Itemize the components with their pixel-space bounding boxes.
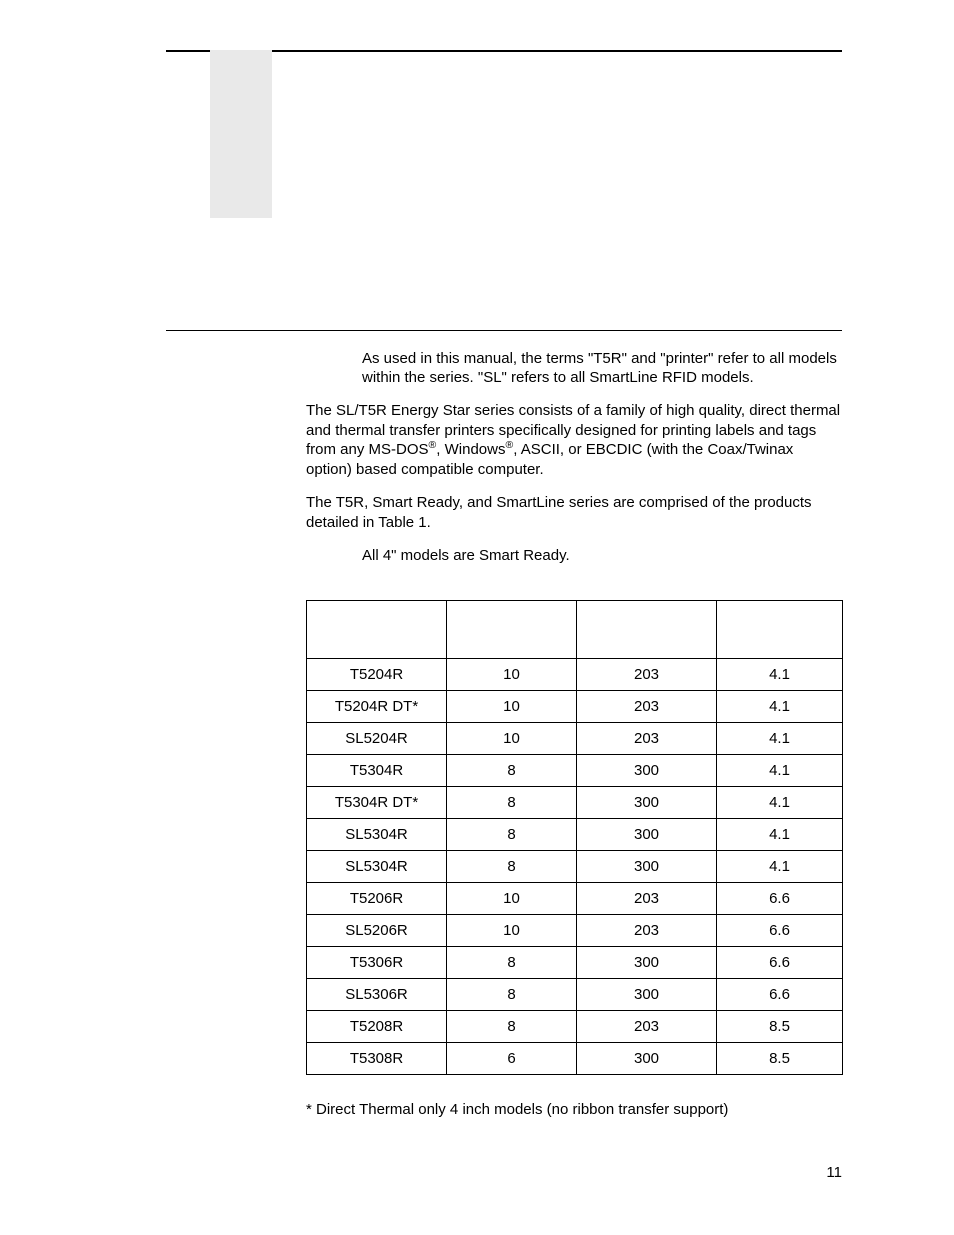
table-row: T5204R102034.1 — [307, 658, 843, 690]
table-cell: SL5206R — [307, 914, 447, 946]
section-rule — [166, 330, 842, 331]
footnote: * Direct Thermal only 4 inch models (no … — [306, 1101, 842, 1118]
table-cell: T5304R DT* — [307, 786, 447, 818]
table-body: T5204R102034.1T5204R DT*102034.1SL5204R1… — [307, 658, 843, 1074]
table-header — [577, 600, 717, 658]
table-cell: 300 — [577, 946, 717, 978]
table-cell: 300 — [577, 850, 717, 882]
table-cell: 300 — [577, 1042, 717, 1074]
table-cell: 8 — [447, 818, 577, 850]
content: As used in this manual, the terms "T5R" … — [166, 330, 842, 1118]
table-cell: 4.1 — [717, 754, 843, 786]
table-cell: 10 — [447, 722, 577, 754]
table-cell: 10 — [447, 882, 577, 914]
table-cell: 8 — [447, 786, 577, 818]
table-row: T5306R83006.6 — [307, 946, 843, 978]
note-usage: As used in this manual, the terms "T5R" … — [362, 349, 842, 387]
table-cell: 300 — [577, 818, 717, 850]
table-row: T5304R83004.1 — [307, 754, 843, 786]
table-cell: SL5306R — [307, 978, 447, 1010]
table-row: T5206R102036.6 — [307, 882, 843, 914]
table-cell: T5204R DT* — [307, 690, 447, 722]
table-cell: 10 — [447, 690, 577, 722]
table-cell: SL5304R — [307, 850, 447, 882]
table-cell: 6.6 — [717, 882, 843, 914]
table-cell: 203 — [577, 690, 717, 722]
table-cell: 8 — [447, 754, 577, 786]
table-row: SL5304R83004.1 — [307, 850, 843, 882]
table-cell: 8 — [447, 850, 577, 882]
table-cell: 8.5 — [717, 1010, 843, 1042]
table-cell: 203 — [577, 722, 717, 754]
paragraph-series: The T5R, Smart Ready, and SmartLine seri… — [306, 493, 842, 532]
table-cell: 6.6 — [717, 946, 843, 978]
table-cell: 8 — [447, 1010, 577, 1042]
table-cell: T5306R — [307, 946, 447, 978]
table-cell: 4.1 — [717, 786, 843, 818]
table-header — [307, 600, 447, 658]
table-cell: 4.1 — [717, 850, 843, 882]
table-cell: SL5304R — [307, 818, 447, 850]
table-cell: 8.5 — [717, 1042, 843, 1074]
table-header — [717, 600, 843, 658]
table-cell: 300 — [577, 754, 717, 786]
table-row: SL5206R102036.6 — [307, 914, 843, 946]
page-number: 11 — [826, 1164, 842, 1181]
table-cell: T5206R — [307, 882, 447, 914]
table-row: T5308R63008.5 — [307, 1042, 843, 1074]
table-cell: 6.6 — [717, 914, 843, 946]
table-cell: 8 — [447, 946, 577, 978]
table-cell: T5204R — [307, 658, 447, 690]
table-cell: T5304R — [307, 754, 447, 786]
table-row: SL5204R102034.1 — [307, 722, 843, 754]
table-cell: SL5204R — [307, 722, 447, 754]
table-row: T5304R DT*83004.1 — [307, 786, 843, 818]
table-row: T5208R82038.5 — [307, 1010, 843, 1042]
table-cell: 4.1 — [717, 722, 843, 754]
table-row: T5204R DT*102034.1 — [307, 690, 843, 722]
para1-part-b: , Windows — [436, 441, 505, 458]
table-cell: 203 — [577, 914, 717, 946]
models-table: T5204R102034.1T5204R DT*102034.1SL5204R1… — [306, 600, 843, 1075]
table-cell: T5208R — [307, 1010, 447, 1042]
table-cell: 203 — [577, 882, 717, 914]
table-cell: 203 — [577, 658, 717, 690]
table-row: SL5306R83006.6 — [307, 978, 843, 1010]
table-cell: 300 — [577, 978, 717, 1010]
table-cell: 10 — [447, 914, 577, 946]
table-cell: 6 — [447, 1042, 577, 1074]
table-cell: 10 — [447, 658, 577, 690]
table-wrap: T5204R102034.1T5204R DT*102034.1SL5204R1… — [306, 600, 842, 1075]
tab-block — [210, 50, 272, 218]
paragraph-overview: The SL/T5R Energy Star series consists o… — [306, 401, 842, 479]
table-header-row — [307, 600, 843, 658]
note-smart-ready: All 4" models are Smart Ready. — [362, 546, 842, 565]
table-header — [447, 600, 577, 658]
table-cell: 203 — [577, 1010, 717, 1042]
table-cell: 300 — [577, 786, 717, 818]
table-cell: 6.6 — [717, 978, 843, 1010]
table-cell: 4.1 — [717, 818, 843, 850]
table-cell: T5308R — [307, 1042, 447, 1074]
table-row: SL5304R83004.1 — [307, 818, 843, 850]
table-cell: 4.1 — [717, 690, 843, 722]
table-cell: 8 — [447, 978, 577, 1010]
page: As used in this manual, the terms "T5R" … — [0, 0, 954, 1235]
table-cell: 4.1 — [717, 658, 843, 690]
